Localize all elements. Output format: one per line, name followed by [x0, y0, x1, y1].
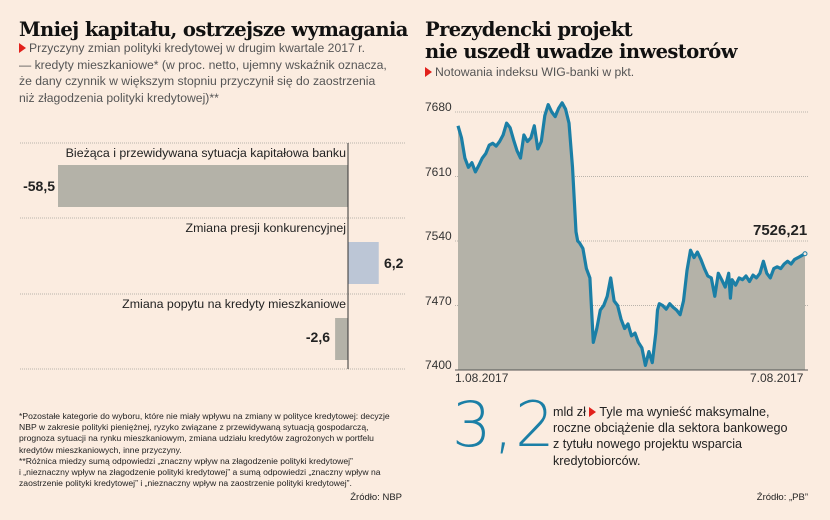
red-triangle-icon: [589, 407, 597, 417]
bar: [58, 165, 348, 207]
footnote-line: i „nieznaczny wpływ na złagodzenie polit…: [19, 467, 381, 478]
right-title-line: nie uszedł uwadze inwestorów: [425, 40, 737, 63]
bar-value-label: -58,5: [23, 178, 55, 194]
note-line: kredytobiorców.: [553, 453, 641, 468]
left-subtitle-line: Przyczyny zmian polityki kredytowej w dr…: [19, 40, 409, 57]
red-triangle-icon: [425, 67, 432, 77]
footnote-line: *Pozostałe kategorie do wyboru, które ni…: [19, 411, 390, 421]
left-subtitle-line: niż złagodzenia polityki kredytowej)**: [19, 90, 219, 105]
y-tick-label: 7680: [425, 100, 452, 114]
left-subtitle: Przyczyny zmian polityki kredytowej w dr…: [19, 40, 409, 106]
x-tick-label: 1.08.2017: [455, 371, 509, 385]
end-value-label: 7526,21: [753, 222, 808, 239]
y-tick-label: 7610: [425, 165, 452, 179]
left-source: Źródło: NBP: [350, 492, 402, 503]
footnote-line: NBP w zakresie polityki pieniężnej, ryzy…: [19, 422, 369, 433]
bar-category-label: Zmiana presji konkurencyjnej: [185, 221, 346, 235]
note-line: roczne obciążenie dla sektora bankowego: [553, 421, 788, 436]
y-tick-label: 7470: [425, 294, 452, 308]
left-subtitle-line: że dany czynnik w większym stopniu przyc…: [19, 74, 376, 88]
bar: [335, 318, 348, 360]
bar-value-label: -2,6: [305, 329, 330, 345]
bar-category-label: Zmiana popytu na kredyty mieszkaniowe: [122, 297, 346, 311]
y-tick-label: 7540: [425, 229, 452, 243]
footnote-line: kredytów mieszkaniowych, inne przyczyny.: [19, 444, 182, 455]
note-line: mld zł Tyle ma wynieść maksymalne,: [553, 405, 770, 419]
x-tick-label: 7.08.2017: [750, 371, 804, 385]
left-title: Mniej kapitału, ostrzejsze wymagania: [19, 18, 408, 41]
note-line: z tytułu nowego projektu wsparcia: [553, 437, 743, 452]
series-line: [456, 101, 806, 367]
right-title: Prezydencki projekt nie uszedł uwadze in…: [425, 19, 737, 63]
footnote-line: zaostrzenie polityki kredytowej” i „niez…: [19, 478, 352, 489]
red-triangle-icon: [19, 43, 26, 53]
footnote-line: **Różnica miedzy sumą odpowiedzi „znaczn…: [19, 455, 353, 466]
right-title-line: Prezydencki projekt: [425, 18, 633, 41]
bar-value-label: 6,2: [384, 255, 404, 271]
footnote: *Pozostałe kategorie do wyboru, które ni…: [19, 411, 414, 489]
note: mld zł Tyle ma wynieść maksymalne, roczn…: [553, 404, 813, 469]
left-subtitle-line: — kredyty mieszkaniowe* (w proc. netto, …: [19, 57, 387, 72]
big-number: 3,2: [452, 388, 557, 461]
bar: [348, 242, 379, 284]
bar-category-label: Bieżąca i przewidywana sytuacja kapitało…: [65, 146, 346, 160]
right-subtitle: Notowania indeksu WIG-banki w pkt.: [425, 64, 634, 81]
end-point-marker: [802, 251, 808, 257]
footnote-line: prognoza sytuacji na rynku mieszkaniowym…: [19, 433, 374, 444]
area-fill: [458, 102, 805, 371]
right-source: Źródło: „PB”: [756, 492, 808, 503]
y-tick-label: 7400: [425, 358, 452, 372]
